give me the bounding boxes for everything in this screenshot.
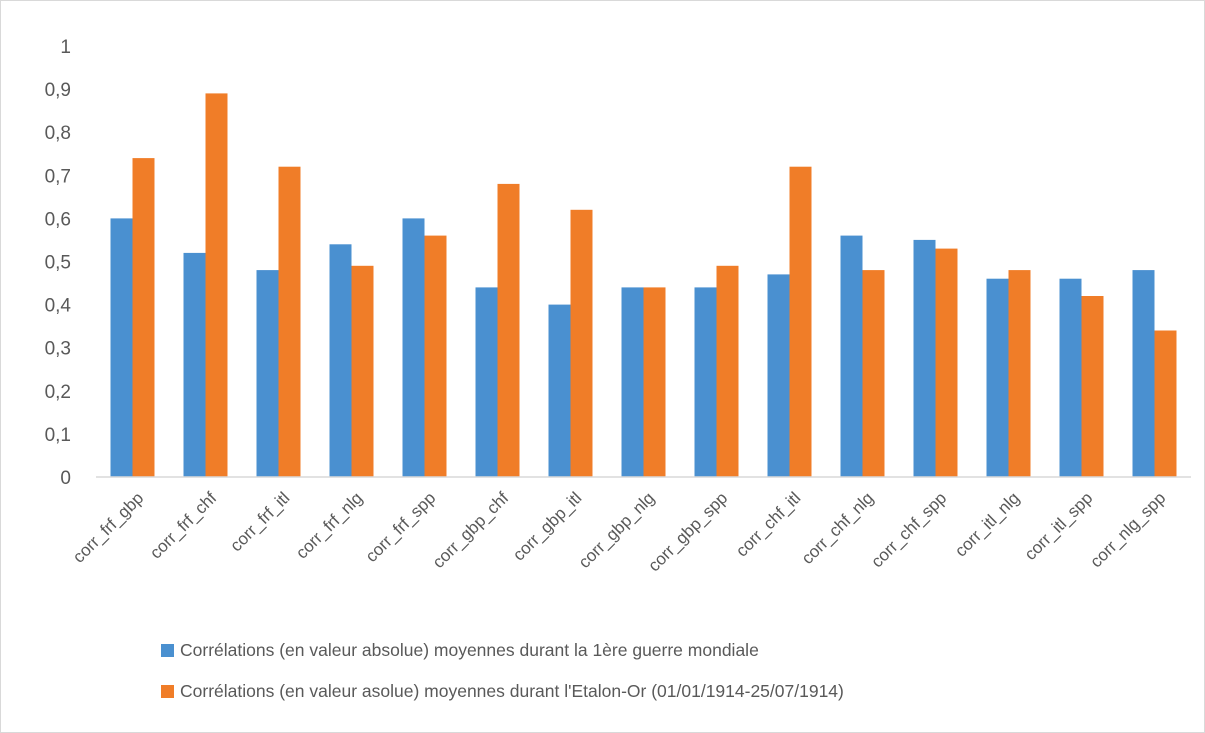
x-tick-label: corr_frf_spp (362, 488, 440, 566)
x-tick-label: corr_chf_spp (867, 488, 950, 571)
x-tick-label: corr_frf_itl (226, 488, 293, 555)
y-axis: 0 0,1 0,2 0,3 0,4 0,5 0,6 0,7 0,8 0,9 1 (45, 37, 72, 489)
y-tick-label: 0,3 (45, 339, 71, 360)
bar-series-2-corr-itl-spp (1081, 296, 1104, 477)
bar-series-1-corr-chf-itl (767, 274, 790, 477)
y-tick-label: 0,2 (45, 382, 71, 403)
legend-swatch-series-1 (161, 643, 174, 657)
bar-series-1-corr-frf-gbp (110, 218, 133, 477)
bar-series-2-corr-frf-itl (278, 166, 301, 477)
bar-series-1-corr-nlg-spp (1132, 270, 1155, 477)
bar-series-2-corr-nlg-spp (1154, 330, 1177, 477)
legend-item-series-2: Corrélations (en valeur asolue) moyennes… (161, 680, 1161, 702)
legend-label-series-1: Corrélations (en valeur absolue) moyenne… (180, 639, 759, 660)
x-tick-label: corr_itl_spp (1021, 488, 1097, 564)
bar-chart: 0 0,1 0,2 0,3 0,4 0,5 0,6 0,7 0,8 0,9 1 corr_frf_g… (45, 37, 1191, 575)
y-tick-label: 0,7 (45, 166, 71, 187)
bar-series-1-corr-gbp-chf (475, 287, 498, 477)
bar-series-2-corr-chf-nlg (862, 270, 885, 477)
bar-series-2-corr-itl-nlg (1008, 270, 1031, 477)
x-tick-label: corr_chf_itl (732, 488, 804, 560)
legend: Corrélations (en valeur absolue) moyenne… (161, 639, 1161, 721)
legend-item-series-1: Corrélations (en valeur absolue) moyenne… (161, 639, 1161, 661)
y-tick-label: 0,6 (45, 209, 71, 230)
bar-series-2-corr-frf-chf (205, 93, 228, 478)
bar-series-1-corr-chf-nlg (840, 235, 863, 477)
x-tick-label: corr_chf_nlg (798, 488, 878, 568)
bar-series-2-corr-frf-spp (424, 235, 447, 477)
bar-series-1-corr-chf-spp (913, 239, 936, 477)
x-tick-label: corr_frf_gbp (69, 488, 147, 566)
bar-series-1-corr-itl-nlg (986, 278, 1009, 477)
x-tick-label: corr_itl_nlg (951, 488, 1023, 560)
bar-series-1-corr-frf-itl (256, 270, 279, 477)
y-tick-label: 0,4 (45, 296, 72, 317)
x-tick-label: corr_gbp_itl (509, 488, 585, 564)
bar-series-1-corr-frf-spp (402, 218, 425, 477)
bar-series-1-corr-frf-nlg (329, 244, 352, 477)
bar-series-1-corr-itl-spp (1059, 278, 1082, 477)
legend-swatch-series-2 (161, 684, 174, 698)
bar-series-1-corr-gbp-spp (694, 287, 717, 477)
bar-series-1-corr-gbp-itl (548, 304, 571, 477)
x-tick-label: corr_nlg_spp (1086, 488, 1169, 571)
bar-series-1-corr-gbp-nlg (621, 287, 644, 477)
legend-label-series-2: Corrélations (en valeur asolue) moyennes… (180, 680, 844, 701)
x-tick-label: corr_gbp_chf (429, 488, 513, 572)
y-tick-label: 0,1 (45, 425, 71, 446)
x-tick-label: corr_frf_chf (146, 488, 220, 562)
bar-series-2-corr-gbp-itl (570, 209, 593, 478)
y-tick-label: 0,9 (45, 80, 71, 101)
y-tick-label: 0,5 (45, 253, 71, 274)
x-tick-label: corr_frf_nlg (292, 488, 366, 562)
bars (110, 93, 1177, 478)
bar-series-2-corr-gbp-chf (497, 183, 520, 477)
y-tick-label: 0 (60, 468, 71, 489)
y-tick-label: 1 (60, 37, 71, 58)
y-tick-label: 0,8 (45, 123, 71, 144)
bar-series-2-corr-gbp-spp (716, 265, 739, 477)
bar-series-2-corr-chf-itl (789, 166, 812, 477)
bar-series-2-corr-frf-nlg (351, 265, 374, 477)
bar-series-2-corr-frf-gbp (132, 158, 155, 477)
bar-series-1-corr-frf-chf (183, 252, 206, 477)
bar-series-2-corr-gbp-nlg (643, 287, 666, 477)
bar-series-2-corr-chf-spp (935, 248, 958, 477)
